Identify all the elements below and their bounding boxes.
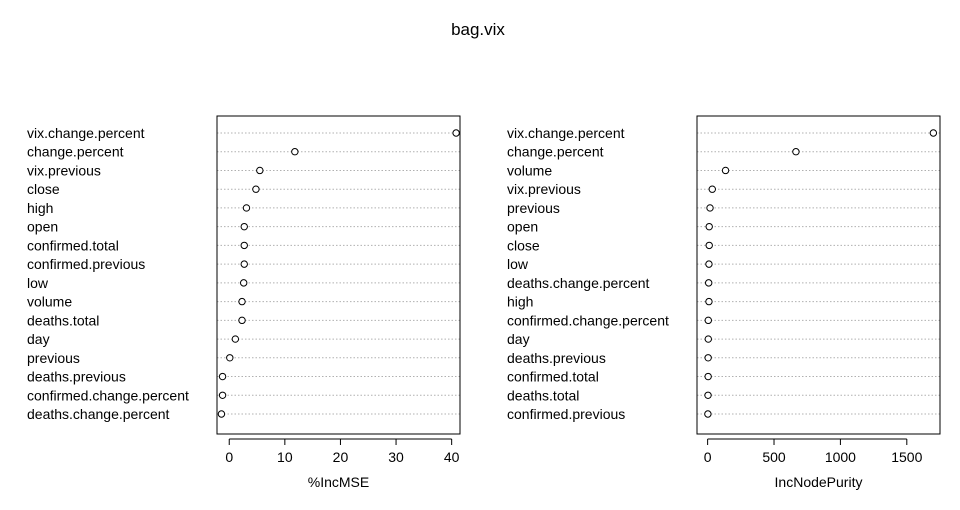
variable-label: volume [507, 162, 552, 178]
variable-label: open [27, 219, 58, 235]
variable-label: close [27, 181, 60, 197]
data-point [238, 316, 246, 325]
data-point [256, 166, 264, 175]
variable-label: high [27, 200, 53, 216]
variable-label: confirmed.total [507, 369, 599, 385]
variable-label: day [27, 331, 50, 347]
x-tick-label: 500 [762, 449, 786, 465]
variable-label: volume [27, 294, 72, 310]
variable-label: change.percent [27, 144, 124, 160]
x-tick-label: 1500 [891, 449, 922, 465]
plot-frame [216, 115, 461, 435]
data-point [708, 185, 716, 193]
variable-label: open [507, 219, 538, 235]
x-tick-label: 0 [225, 449, 233, 465]
data-point [705, 297, 713, 306]
data-point [231, 335, 240, 343]
variable-label: vix.previous [507, 181, 581, 197]
data-point [704, 335, 712, 343]
data-point [705, 260, 713, 268]
variable-label: confirmed.previous [507, 406, 625, 422]
x-tick-label: 0 [704, 449, 712, 465]
variable-label: change.percent [507, 144, 604, 160]
x-tick-label: 20 [333, 449, 349, 465]
variable-label: high [507, 294, 533, 310]
data-point [217, 410, 226, 418]
data-point [452, 129, 460, 137]
data-point [252, 185, 260, 193]
chart-title: bag.vix [451, 20, 505, 39]
x-axis-title: IncNodePurity [775, 474, 863, 490]
variable-label: deaths.previous [27, 369, 126, 385]
data-point [704, 391, 712, 399]
data-point [238, 297, 246, 306]
x-tick-label: 1000 [825, 449, 856, 465]
data-point [242, 204, 251, 212]
data-point [705, 222, 713, 231]
data-point [291, 148, 299, 156]
x-tick-label: 40 [444, 449, 460, 465]
variable-label: day [507, 331, 530, 347]
data-point [721, 166, 730, 175]
variable-label: deaths.change.percent [507, 275, 650, 291]
variable-label: deaths.total [27, 312, 99, 328]
data-point [226, 354, 234, 362]
data-point [239, 279, 248, 287]
data-point [929, 129, 938, 137]
data-point [704, 279, 713, 287]
variable-label: previous [507, 200, 560, 216]
variable-label: confirmed.total [27, 237, 119, 253]
data-point [240, 260, 248, 268]
data-point [240, 241, 248, 250]
plot-frame [696, 115, 941, 435]
x-axis-title: %IncMSE [308, 474, 369, 490]
data-point [705, 241, 713, 250]
data-point [706, 204, 714, 212]
variable-label: low [507, 256, 529, 272]
data-point [218, 372, 227, 381]
variable-label: vix.change.percent [507, 125, 625, 141]
variable-label: vix.previous [27, 162, 101, 178]
variable-label: confirmed.change.percent [507, 312, 669, 328]
variable-label: low [27, 275, 49, 291]
data-point [704, 354, 712, 362]
data-point [240, 222, 248, 231]
variable-label: vix.change.percent [27, 125, 145, 141]
variable-label: previous [27, 350, 80, 366]
x-tick-label: 30 [388, 449, 404, 465]
variable-label: confirmed.change.percent [27, 387, 189, 403]
variable-label: deaths.previous [507, 350, 606, 366]
variable-label: close [507, 237, 540, 253]
panel-incmse: vix.change.percent change.percent vix.prev… [27, 115, 461, 490]
variable-label: deaths.total [507, 387, 579, 403]
data-point [704, 372, 712, 381]
data-point [704, 316, 712, 325]
panel-incnodepurity: vix.change.percent change.percent volume vi… [507, 115, 941, 490]
variable-label: deaths.change.percent [27, 406, 170, 422]
data-point [704, 410, 712, 418]
data-point [792, 148, 800, 156]
variable-label: confirmed.previous [27, 256, 145, 272]
data-point [218, 391, 227, 399]
x-tick-label: 10 [277, 449, 293, 465]
